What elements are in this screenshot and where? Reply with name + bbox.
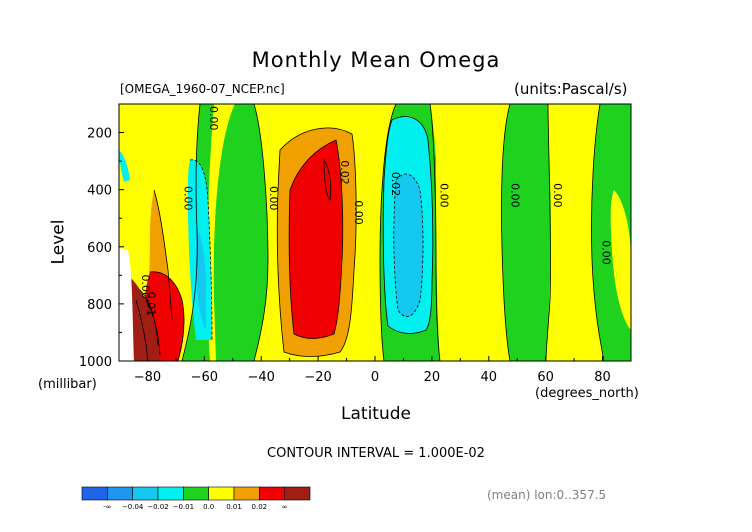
- mean-note: (mean) lon:0..357.5: [487, 488, 607, 502]
- contour-label: 0.00: [352, 200, 365, 225]
- chart-title: Monthly Mean Omega: [251, 48, 501, 72]
- contour-line-13: [149, 271, 185, 361]
- y-axis-unit: (millibar): [38, 377, 97, 392]
- contour-line-15: [135, 289, 161, 361]
- legend-swatch: [132, 486, 159, 501]
- x-tick-label: −40: [248, 370, 275, 385]
- y-tick-label: 600: [87, 241, 112, 256]
- legend-label: −0.04: [122, 503, 144, 511]
- contour-line-12: [189, 159, 213, 341]
- x-axis-unit: (degrees_north): [535, 386, 639, 401]
- contour-line-6: [545, 104, 551, 361]
- legend-label: −0.02: [147, 503, 168, 511]
- legend-swatch: [81, 486, 108, 501]
- contour-label: 0.02: [338, 160, 351, 185]
- contour-label: 0.00: [551, 183, 564, 208]
- legend-swatch: [157, 486, 184, 501]
- legend-swatch: [259, 486, 285, 501]
- y-tick-label: 400: [87, 184, 112, 199]
- contour-line-5: [501, 104, 511, 361]
- y-tick-label: 200: [87, 127, 112, 142]
- legend-label: -∞: [103, 503, 111, 511]
- x-tick-label: 80: [594, 370, 611, 385]
- file-name: [OMEGA_1960-07_NCEP.nc]: [120, 82, 285, 96]
- contour-interval: CONTOUR INTERVAL = 1.000E-02: [267, 446, 485, 461]
- contour-line-11: [393, 173, 424, 317]
- field-lightblue-2: [393, 174, 423, 317]
- y-tick-label: 1000: [79, 355, 112, 370]
- contour-line-4: [429, 104, 441, 361]
- x-tick-label: −60: [191, 370, 218, 385]
- legend-label: −0.01: [173, 503, 194, 511]
- legend-label: 0.02: [252, 503, 268, 511]
- contour-line-9: [288, 139, 344, 339]
- x-tick-label: −80: [134, 370, 161, 385]
- legend-label: ∞: [282, 503, 288, 511]
- x-tick-label: 60: [537, 370, 554, 385]
- legend-swatch: [284, 486, 311, 501]
- x-tick-label: 20: [424, 370, 441, 385]
- x-tick-label: −20: [304, 370, 331, 385]
- units-label: (units:Pascal/s): [514, 80, 628, 98]
- contour-line-16: [323, 158, 332, 201]
- contour-label: 0.00: [139, 275, 152, 300]
- field-cyan-3: [119, 150, 130, 182]
- field-white: [119, 248, 134, 361]
- field-yellow-5: [546, 104, 604, 361]
- contour-label: 0.01: [144, 292, 157, 317]
- field-yellow-2: [207, 104, 235, 361]
- contour-label: 0.00: [600, 240, 613, 265]
- contour-label: 0.00: [207, 106, 220, 130]
- contour-line-14: [153, 189, 173, 321]
- legend-swatch: [107, 486, 133, 501]
- contour-line-8: [276, 127, 357, 357]
- contour-line-3: [379, 104, 397, 361]
- contour-label: 0.02: [389, 172, 402, 197]
- field-red-1: [289, 140, 343, 339]
- legend-label: 0.01: [226, 503, 242, 511]
- contour-label: 0.00: [437, 183, 450, 208]
- legend-swatch: [183, 486, 209, 501]
- x-tick-label: 0: [371, 370, 379, 385]
- legend-swatch: [208, 486, 235, 501]
- contour-label: 0.00: [267, 186, 280, 211]
- legend-swatch: [233, 486, 260, 501]
- field-yellow-6: [610, 190, 631, 330]
- field-lightblue-1: [196, 230, 206, 330]
- x-tick-label: 40: [481, 370, 498, 385]
- x-axis-label: Latitude: [341, 404, 411, 424]
- contour-line-7: [591, 104, 605, 361]
- contour-label: 0.00: [181, 186, 194, 211]
- contour-line-2: [253, 104, 269, 361]
- contour-line-1: [181, 104, 201, 361]
- legend-label: 0.0: [203, 503, 214, 511]
- contour-label: 0.00: [509, 183, 522, 208]
- y-tick-label: 800: [87, 298, 112, 313]
- field-yellow-4: [430, 104, 510, 361]
- contour-line-10: [382, 116, 434, 334]
